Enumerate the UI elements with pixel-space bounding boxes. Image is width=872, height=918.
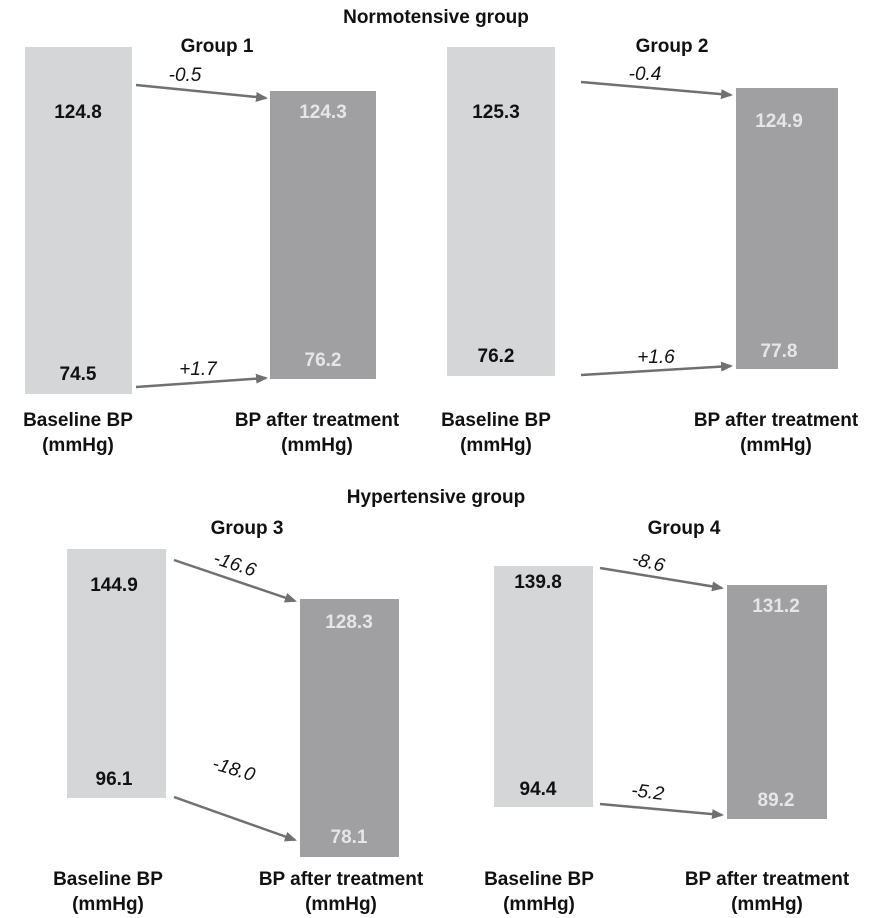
baseline-diastolic-label: 74.5: [60, 364, 97, 385]
baseline-diastolic-label: 94.4: [520, 779, 557, 800]
after-treatment-bar: [270, 91, 376, 379]
after-treatment-unit-label: (mmHg): [281, 435, 353, 456]
group-title: Group 3: [211, 518, 284, 539]
baseline-systolic-label: 139.8: [514, 572, 562, 593]
diastolic-change-label: +1.6: [637, 347, 675, 368]
after-systolic-label: 128.3: [325, 612, 373, 633]
baseline-bar: [494, 566, 593, 807]
after-treatment-unit-label: (mmHg): [731, 894, 803, 915]
after-diastolic-label: 76.2: [305, 350, 342, 371]
after-treatment-label: BP after treatment: [694, 410, 859, 431]
group-title: Group 2: [636, 36, 709, 57]
after-diastolic-label: 78.1: [331, 827, 368, 848]
baseline-bar: [67, 549, 166, 798]
baseline-unit-label: (mmHg): [72, 894, 144, 915]
after-treatment-label: BP after treatment: [685, 869, 850, 890]
baseline-unit-label: (mmHg): [460, 435, 532, 456]
diastolic-change-arrow: [135, 373, 268, 389]
section-title: Hypertensive group: [347, 487, 525, 508]
baseline-label: Baseline BP: [441, 410, 551, 431]
after-diastolic-label: 89.2: [758, 790, 795, 811]
baseline-diastolic-label: 76.2: [478, 346, 515, 367]
diastolic-change-arrow: [580, 361, 733, 377]
after-treatment-label: BP after treatment: [259, 869, 424, 890]
diastolic-change-label: +1.7: [179, 359, 218, 380]
baseline-unit-label: (mmHg): [42, 435, 114, 456]
baseline-bar: [447, 47, 555, 376]
baseline-systolic-label: 125.3: [472, 102, 520, 123]
baseline-label: Baseline BP: [484, 869, 594, 890]
after-systolic-label: 131.2: [752, 596, 800, 617]
systolic-change-arrow: [599, 566, 724, 592]
after-treatment-unit-label: (mmHg): [305, 894, 377, 915]
group-title: Group 4: [648, 518, 721, 539]
after-systolic-label: 124.3: [299, 102, 347, 123]
baseline-systolic-label: 144.9: [90, 575, 138, 596]
systolic-change-label: -16.6: [211, 548, 259, 581]
systolic-change-arrow: [173, 558, 297, 603]
baseline-systolic-label: 124.8: [54, 102, 102, 123]
baseline-label: Baseline BP: [23, 410, 133, 431]
after-diastolic-label: 77.8: [761, 341, 798, 362]
baseline-bar: [25, 47, 132, 394]
diastolic-change-label: -18.0: [210, 753, 258, 786]
diastolic-change-arrow: [173, 795, 297, 842]
systolic-change-arrow: [580, 80, 733, 100]
after-treatment-label: BP after treatment: [235, 410, 400, 431]
diastolic-change-label: -5.2: [630, 780, 665, 805]
baseline-label: Baseline BP: [53, 869, 163, 890]
baseline-unit-label: (mmHg): [503, 894, 575, 915]
after-systolic-label: 124.9: [755, 111, 803, 132]
after-treatment-bar: [736, 88, 838, 369]
after-treatment-bar: [300, 599, 399, 857]
systolic-change-label: -0.5: [169, 65, 202, 86]
diastolic-change-arrow: [599, 802, 724, 820]
systolic-change-label: -0.4: [629, 64, 662, 85]
after-treatment-unit-label: (mmHg): [740, 435, 812, 456]
after-treatment-bar: [727, 585, 827, 819]
baseline-diastolic-label: 96.1: [96, 769, 133, 790]
section-title: Normotensive group: [343, 7, 529, 28]
group-title: Group 1: [181, 36, 254, 57]
systolic-change-arrow: [135, 83, 268, 102]
